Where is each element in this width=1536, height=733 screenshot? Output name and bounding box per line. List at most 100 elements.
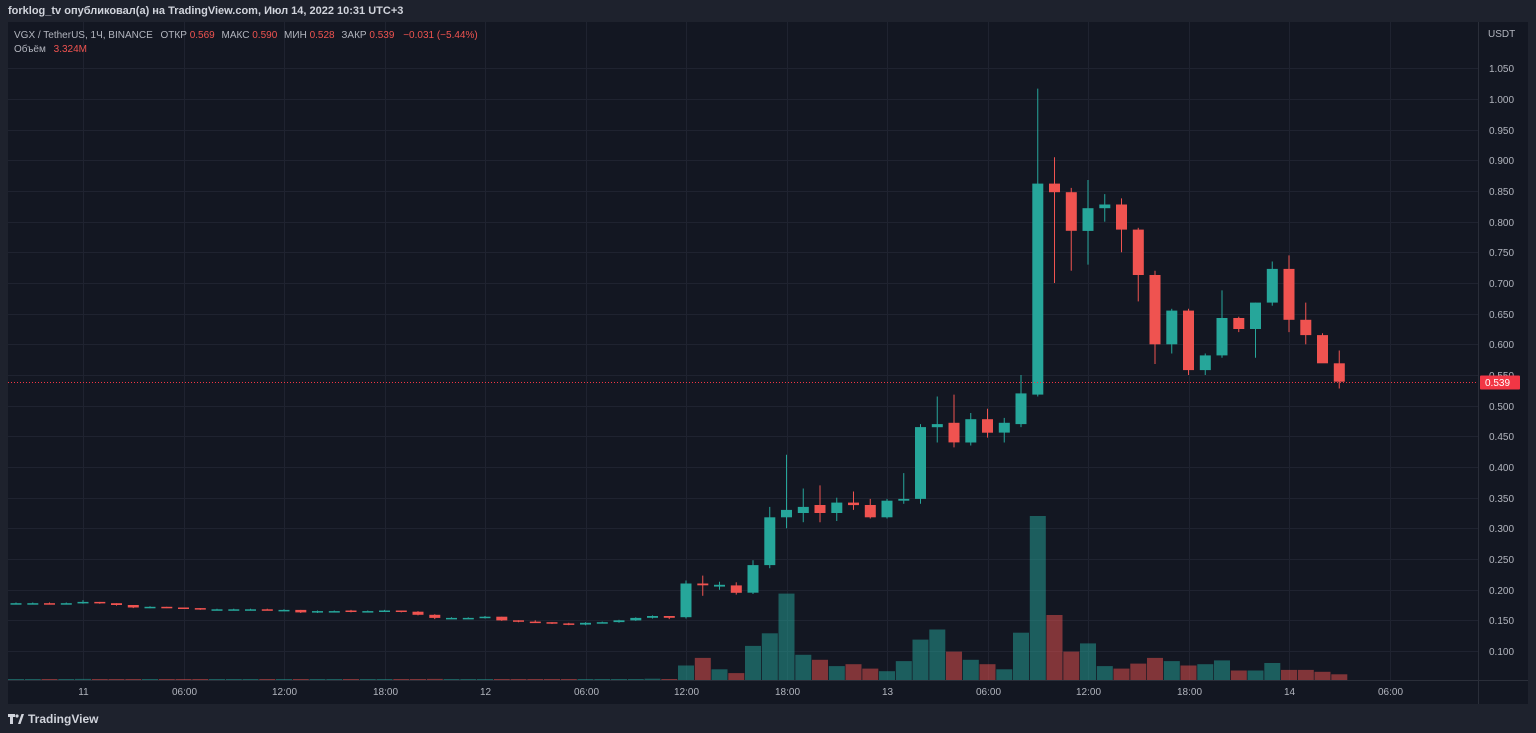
- candle[interactable]: [429, 614, 441, 620]
- volume-bar: [426, 678, 443, 680]
- volume-bar: [1197, 664, 1214, 680]
- candle[interactable]: [178, 607, 189, 610]
- tradingview-logo[interactable]: TradingView: [8, 712, 98, 726]
- candle[interactable]: [714, 581, 725, 590]
- candle[interactable]: [211, 608, 223, 611]
- candle[interactable]: [797, 488, 809, 523]
- candle[interactable]: [1116, 198, 1127, 253]
- candle[interactable]: [111, 603, 122, 606]
- candle[interactable]: [1065, 187, 1077, 271]
- candle[interactable]: [94, 601, 106, 604]
- candle[interactable]: [1300, 302, 1312, 345]
- candle[interactable]: [915, 424, 926, 504]
- candle[interactable]: [1183, 308, 1194, 375]
- candle[interactable]: [848, 491, 859, 510]
- candle[interactable]: [781, 454, 792, 529]
- candle[interactable]: [161, 606, 173, 609]
- candle[interactable]: [1099, 194, 1111, 222]
- candle[interactable]: [931, 396, 943, 443]
- candle-body: [948, 422, 960, 443]
- volume-bar: [996, 669, 1013, 680]
- candle[interactable]: [496, 616, 508, 621]
- candle[interactable]: [1049, 157, 1060, 283]
- candle[interactable]: [295, 609, 307, 613]
- candle[interactable]: [1199, 353, 1211, 376]
- candle[interactable]: [27, 602, 39, 605]
- candle[interactable]: [814, 485, 826, 523]
- candle[interactable]: [647, 615, 658, 619]
- candle-body: [915, 427, 926, 499]
- candle[interactable]: [881, 498, 893, 519]
- candle[interactable]: [245, 608, 256, 611]
- candle[interactable]: [60, 602, 72, 605]
- candle[interactable]: [1032, 88, 1044, 397]
- candle[interactable]: [898, 473, 910, 504]
- y-tick-label: 1.050: [1489, 64, 1514, 75]
- candle[interactable]: [312, 610, 323, 614]
- y-tick-label: 0.900: [1489, 156, 1514, 167]
- candle[interactable]: [345, 609, 357, 613]
- candle[interactable]: [697, 575, 709, 596]
- candle[interactable]: [529, 620, 541, 624]
- candle[interactable]: [144, 606, 156, 609]
- candle[interactable]: [747, 560, 759, 594]
- price-chart[interactable]: 1.050 1.000 0.950 0.900 0.850 0.800 0.750 0.700…: [8, 22, 1528, 704]
- candle[interactable]: [596, 621, 608, 624]
- candle[interactable]: [948, 394, 960, 448]
- volume-bar: [694, 657, 711, 680]
- candle[interactable]: [362, 610, 374, 613]
- candle[interactable]: [479, 616, 491, 619]
- candle[interactable]: [395, 610, 407, 613]
- candle[interactable]: [1216, 290, 1228, 358]
- legend-line: VGX / TetherUS, 1Ч, BINANCE ОТКР 0.569 М…: [14, 30, 478, 41]
- candle[interactable]: [127, 605, 139, 609]
- candle[interactable]: [1317, 333, 1328, 364]
- candle[interactable]: [1283, 255, 1295, 333]
- candle[interactable]: [1082, 180, 1094, 265]
- candle[interactable]: [261, 608, 273, 611]
- candle[interactable]: [379, 609, 390, 612]
- candle[interactable]: [1149, 270, 1161, 364]
- candle[interactable]: [412, 611, 424, 616]
- candle[interactable]: [1015, 375, 1027, 428]
- candle[interactable]: [864, 498, 876, 519]
- candle[interactable]: [228, 608, 240, 611]
- candle[interactable]: [1333, 350, 1345, 389]
- volume-bar: [276, 679, 292, 680]
- candle[interactable]: [1166, 308, 1178, 354]
- candle[interactable]: [194, 608, 206, 610]
- volume-bar: [544, 679, 560, 680]
- candle[interactable]: [580, 622, 591, 626]
- candle[interactable]: [513, 620, 524, 623]
- candle[interactable]: [965, 413, 977, 446]
- tradingview-logo-icon: [8, 714, 24, 724]
- candle[interactable]: [446, 617, 457, 620]
- candle[interactable]: [613, 619, 625, 623]
- volume-bar: [493, 679, 510, 680]
- candle[interactable]: [44, 602, 55, 605]
- candle[interactable]: [77, 600, 89, 604]
- candle[interactable]: [982, 408, 993, 438]
- candle[interactable]: [10, 602, 22, 605]
- candle-body: [1065, 192, 1077, 231]
- candle[interactable]: [546, 622, 558, 624]
- candle[interactable]: [328, 610, 340, 613]
- candle[interactable]: [1132, 227, 1144, 302]
- candle[interactable]: [1266, 261, 1278, 306]
- candle[interactable]: [764, 506, 776, 569]
- chart-area[interactable]: 1.050 1.000 0.950 0.900 0.850 0.800 0.750 0.700…: [8, 22, 1528, 704]
- volume-bar: [711, 669, 728, 680]
- candle[interactable]: [630, 617, 642, 621]
- candle[interactable]: [462, 617, 474, 620]
- candle[interactable]: [278, 609, 290, 612]
- y-tick-label: 0.950: [1489, 126, 1514, 137]
- candle[interactable]: [998, 417, 1010, 443]
- candle[interactable]: [730, 582, 742, 595]
- candle[interactable]: [680, 580, 692, 619]
- candle[interactable]: [1233, 316, 1245, 333]
- candle[interactable]: [831, 497, 843, 521]
- candle[interactable]: [563, 622, 575, 626]
- candle[interactable]: [663, 616, 675, 620]
- candle-body: [596, 622, 608, 624]
- candle[interactable]: [1250, 302, 1261, 358]
